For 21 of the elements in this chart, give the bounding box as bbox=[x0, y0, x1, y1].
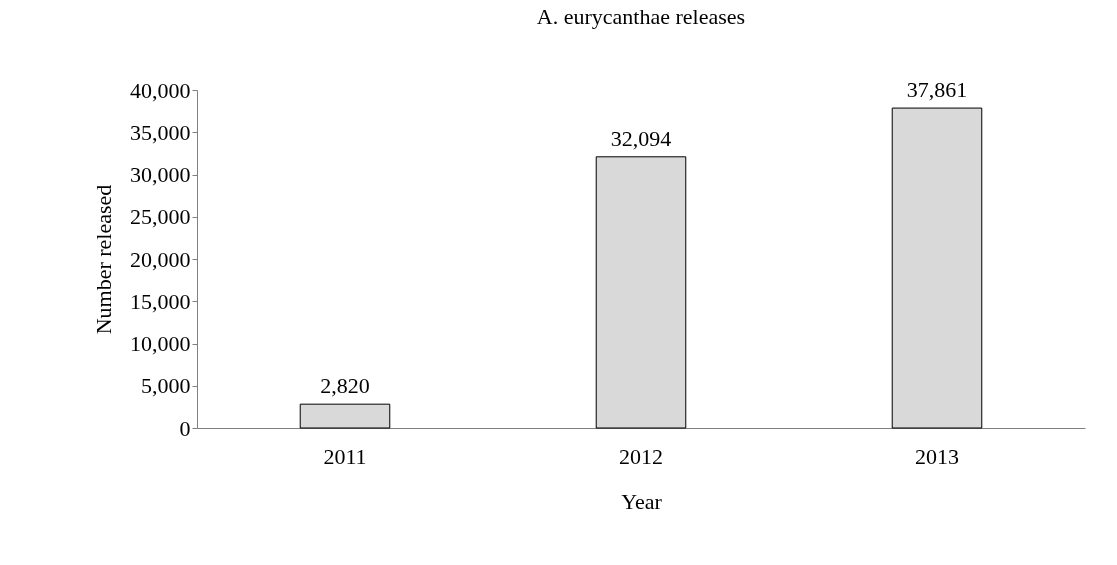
y-tick-label: 10,000 bbox=[130, 331, 191, 356]
y-tick-label: 35,000 bbox=[130, 119, 191, 145]
y-tick-label: 5,000 bbox=[141, 373, 191, 399]
x-tick-label: 2011 bbox=[323, 443, 367, 469]
data-label: 32,094 bbox=[610, 125, 672, 151]
y-axis-title: Number released bbox=[91, 184, 116, 335]
data-label: 37,861 bbox=[906, 77, 968, 103]
x-tick-label: 2013 bbox=[915, 443, 959, 469]
data-label: 2,820 bbox=[320, 373, 370, 399]
y-tick-label: 25,000 bbox=[130, 204, 191, 230]
y-tick-label: 20,000 bbox=[130, 246, 191, 272]
bar bbox=[891, 107, 983, 429]
x-axis-title: Year bbox=[621, 488, 663, 514]
bar bbox=[595, 156, 687, 429]
y-tick-label: 40,000 bbox=[130, 77, 191, 103]
y-tick-label: 30,000 bbox=[130, 162, 191, 187]
x-tick-label: 2012 bbox=[619, 443, 663, 469]
y-tick-label: 15,000 bbox=[130, 288, 191, 314]
y-tick-label: 0 bbox=[179, 415, 191, 441]
bar bbox=[299, 403, 391, 429]
chart-title: A. eurycanthae releases bbox=[536, 4, 746, 29]
